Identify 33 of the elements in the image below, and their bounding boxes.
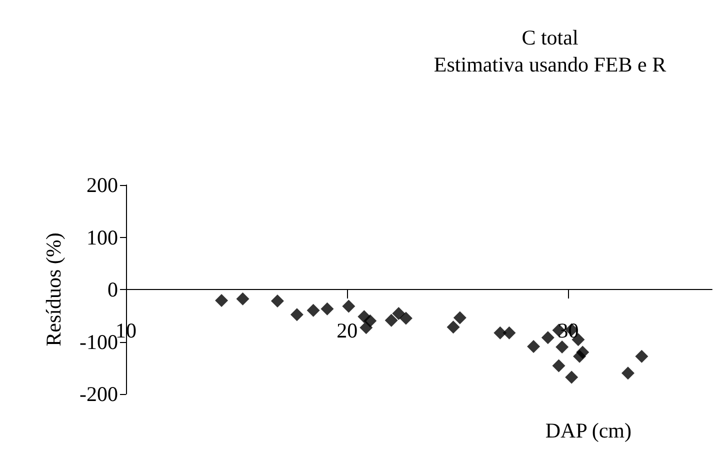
point <box>290 308 304 322</box>
y-tick-label: 100 <box>86 225 118 250</box>
point <box>502 326 516 340</box>
chart-title: C total <box>522 26 578 50</box>
point <box>399 312 412 325</box>
point <box>552 359 566 372</box>
y-tick-label: 0 <box>108 278 118 302</box>
point <box>320 302 334 316</box>
y-tick-label: -100 <box>80 330 118 354</box>
point <box>635 350 648 363</box>
y-tick-label: 200 <box>86 173 118 197</box>
point <box>384 314 398 327</box>
point <box>565 370 578 384</box>
point <box>573 350 586 363</box>
point <box>494 326 507 340</box>
point <box>270 294 284 308</box>
point <box>392 307 406 320</box>
point <box>541 331 554 344</box>
point <box>621 366 634 380</box>
point <box>360 321 373 334</box>
point <box>453 311 466 324</box>
chart-subtitle: Estimativa usando FEB e R <box>434 52 666 76</box>
x-tick-label: 20 <box>336 318 358 342</box>
x-axis-title: DAP (cm) <box>545 418 632 442</box>
y-tick-label: -200 <box>80 382 118 406</box>
point <box>236 292 250 306</box>
y-axis-title: Resíduos (%) <box>42 232 66 346</box>
point <box>342 300 356 313</box>
point <box>306 304 320 317</box>
point <box>556 340 569 354</box>
point <box>215 294 228 307</box>
point <box>446 320 460 334</box>
point <box>527 340 540 353</box>
